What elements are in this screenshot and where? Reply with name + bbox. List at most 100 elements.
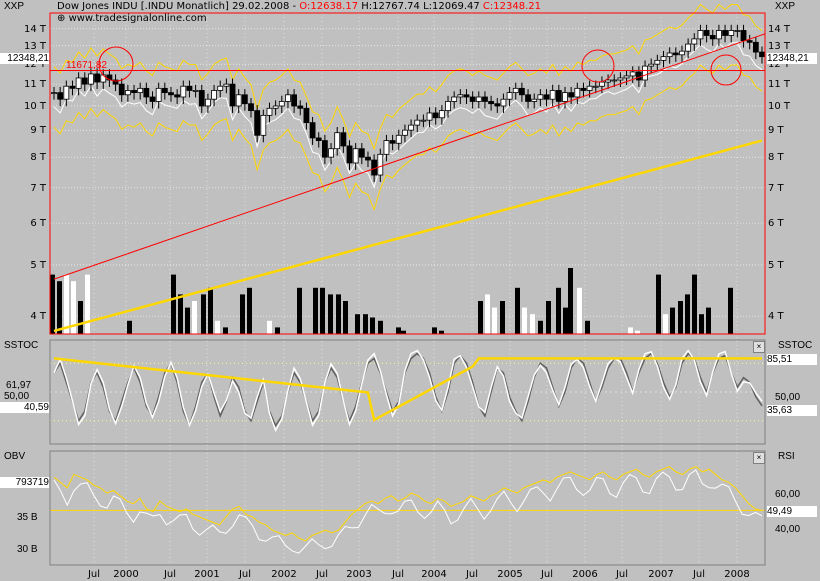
price-tick-right: 9 T <box>768 125 785 136</box>
candle-body <box>174 94 181 98</box>
candle-body <box>81 77 88 85</box>
volume-bar <box>478 301 483 334</box>
volume-bar <box>267 320 272 334</box>
volume-bar <box>432 327 437 334</box>
candle-body <box>328 148 334 158</box>
trendline <box>53 33 766 280</box>
stoch-close-icon[interactable]: × <box>753 341 765 353</box>
stoch-label-left: SSTOC <box>4 340 39 351</box>
volume-bar <box>656 274 661 334</box>
candle-body <box>285 94 291 102</box>
volume-bar <box>313 287 318 334</box>
candle-body <box>666 52 673 58</box>
obv-close-icon[interactable]: × <box>753 452 765 464</box>
globe-icon: ⊕ <box>57 13 66 24</box>
candle-body <box>586 85 593 91</box>
volume-bar <box>378 320 383 334</box>
header-close: C:12348.21 <box>482 1 541 12</box>
candle-body <box>266 107 273 116</box>
stoch-value-left-1: 61,97 <box>6 380 32 391</box>
price-tick-right: 14 T <box>768 24 791 35</box>
volume-bar <box>728 287 733 334</box>
volume-bar <box>685 294 690 334</box>
candle-body <box>420 119 427 122</box>
candle-body <box>438 110 445 119</box>
price-tick-left: 12 T <box>24 59 47 70</box>
x-tick-label: Jul <box>465 569 478 580</box>
volume-bar <box>439 330 444 334</box>
candle-body <box>94 73 100 83</box>
volume-bar <box>635 330 640 334</box>
candle-body <box>63 85 70 100</box>
highlight-circle <box>98 46 134 82</box>
candle-body <box>260 114 267 136</box>
candle-body <box>51 92 57 95</box>
volume-bar <box>485 294 490 334</box>
volume-bar <box>171 274 176 334</box>
volume-bar <box>699 314 704 334</box>
candle-body <box>506 92 513 100</box>
candle-body <box>445 101 451 112</box>
candle-body <box>672 52 679 56</box>
price-tick-left: 9 T <box>30 125 47 136</box>
candle-body <box>57 92 64 100</box>
candle-body <box>346 145 353 164</box>
volume-bar <box>678 301 683 334</box>
x-tick-label: Jul <box>391 569 404 580</box>
candle-body <box>697 30 704 40</box>
candle-body <box>211 90 217 100</box>
candle-body <box>611 79 618 82</box>
candle-body <box>358 148 365 158</box>
x-tick-label: 2001 <box>194 569 219 580</box>
candle-body <box>365 156 371 161</box>
volume-bar <box>370 317 375 334</box>
candle-body <box>642 65 648 81</box>
candle-body <box>297 105 304 109</box>
volume-bar <box>185 307 190 334</box>
volume-bar <box>355 314 360 334</box>
candle-body <box>617 77 624 81</box>
stoch-value-right-3: 35,63 <box>767 405 817 416</box>
candle-body <box>635 71 642 81</box>
candle-body <box>512 87 519 94</box>
candle-body <box>303 107 310 124</box>
rsi-line <box>53 466 763 542</box>
obv-label-right: RSI <box>778 451 795 462</box>
volume-bar <box>297 287 302 334</box>
price-tick-right: 7 T <box>768 183 785 194</box>
candle-body <box>537 94 544 100</box>
candle-body <box>728 30 735 36</box>
candle-body <box>254 110 261 136</box>
obv-label-left: OBV <box>4 451 26 462</box>
candle-body <box>309 122 316 139</box>
volume-bar <box>275 327 280 334</box>
x-tick-label: 2003 <box>346 569 371 580</box>
stoch-value-left-3: 40,59 <box>0 402 49 413</box>
header-high: H:12767.74 <box>361 1 420 12</box>
candle-body <box>623 75 630 79</box>
x-tick-label: Jul <box>238 569 251 580</box>
candle-body <box>223 83 230 87</box>
obv-line <box>53 469 763 554</box>
volume-bar <box>247 287 252 334</box>
header-open: O:12638.17 <box>299 1 359 12</box>
candle-body <box>112 79 119 85</box>
volume-bar <box>515 287 520 334</box>
candle-body <box>88 73 94 85</box>
obv-value-left-1: 793719 <box>0 477 49 488</box>
volume-bar <box>500 301 505 334</box>
obv-value-right-3: 40,00 <box>775 524 801 535</box>
volume-bar <box>556 287 561 334</box>
price-tick-right: 4 T <box>768 311 785 322</box>
candle-body <box>377 153 384 176</box>
volume-bar <box>201 294 206 334</box>
obv-value-right-1: 60,00 <box>775 489 801 500</box>
candle-body <box>574 87 581 98</box>
price-tick-left: 14 T <box>24 24 47 35</box>
highlight-circle <box>710 54 742 86</box>
volume-bar <box>223 327 228 334</box>
candle-body <box>168 92 174 96</box>
bollinger-upper <box>53 3 763 151</box>
candle-body <box>740 30 747 41</box>
obv-pane <box>50 451 765 565</box>
